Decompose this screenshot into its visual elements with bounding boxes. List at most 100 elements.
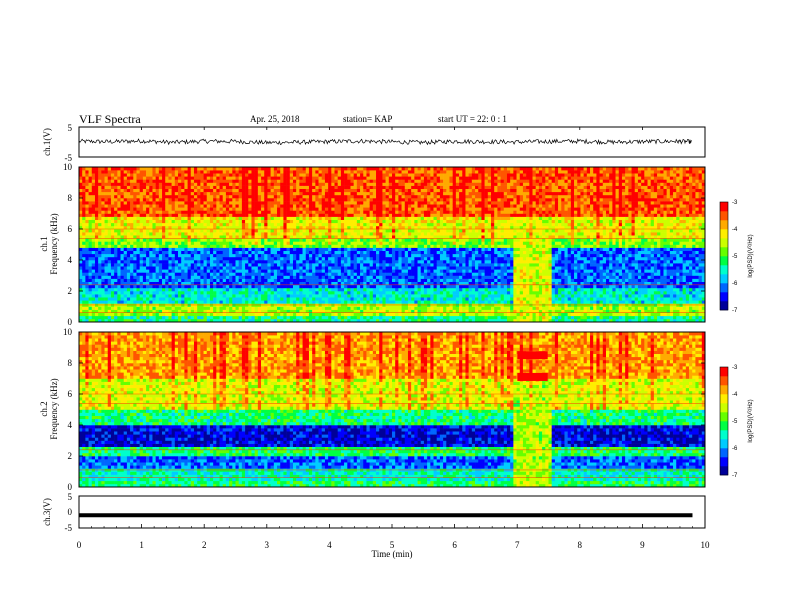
spectrogram-cell — [322, 248, 325, 251]
spectrogram-cell — [181, 263, 184, 266]
spectrogram-cell — [121, 214, 124, 217]
spectrogram-cell — [124, 254, 127, 257]
spectrogram-cell — [245, 300, 248, 303]
spectrogram-cell — [140, 195, 143, 198]
spectrogram-cell — [197, 238, 200, 241]
spectrogram-cell — [239, 170, 242, 173]
spectrogram-cell — [232, 307, 235, 310]
spectrogram-cell — [133, 220, 136, 223]
spectrogram-cell — [335, 269, 338, 272]
spectrogram-cell — [312, 179, 315, 182]
spectrogram-cell — [140, 220, 143, 223]
spectrogram-cell — [133, 276, 136, 279]
spectrogram-cell — [146, 195, 149, 198]
spectrogram-cell — [175, 297, 178, 300]
spectrogram-cell — [181, 229, 184, 232]
spectrogram-cell — [331, 189, 334, 192]
ch1-waveform-ylabel: ch.1(V) — [42, 128, 52, 156]
spectrogram-cell — [290, 248, 293, 251]
spectrogram-cell — [79, 223, 82, 226]
spectrogram-cell — [296, 186, 299, 189]
spectrogram-cell — [277, 307, 280, 310]
spectrogram-cell — [299, 214, 302, 217]
spectrogram-cell — [357, 251, 360, 254]
spectrogram-cell — [98, 291, 101, 294]
spectrogram-cell — [127, 223, 130, 226]
spectrogram-cell — [357, 248, 360, 251]
spectrogram-cell — [363, 192, 366, 195]
spectrogram-cell — [184, 210, 187, 213]
spectrogram-cell — [191, 189, 194, 192]
spectrogram-cell — [172, 229, 175, 232]
spectrogram-cell — [175, 269, 178, 272]
spectrogram-cell — [108, 245, 111, 248]
spectrogram-cell — [232, 238, 235, 241]
spectrogram-cell — [191, 173, 194, 176]
spectrogram-cell — [111, 263, 114, 266]
spectrogram-cell — [328, 217, 331, 220]
spectrogram-cell — [172, 291, 175, 294]
spectrogram-cell — [338, 214, 341, 217]
spectrogram-cell — [152, 214, 155, 217]
spectrogram-cell — [216, 232, 219, 235]
spectrogram-cell — [264, 316, 267, 319]
spectrogram-cell — [331, 192, 334, 195]
spectrogram-cell — [258, 204, 261, 207]
spectrogram-cell — [341, 186, 344, 189]
spectrogram-cell — [251, 294, 254, 297]
spectrogram-cell — [101, 186, 104, 189]
spectrogram-cell — [354, 272, 357, 275]
spectrogram-cell — [264, 266, 267, 269]
spectrogram-cell — [309, 248, 312, 251]
spectrogram-cell — [191, 297, 194, 300]
spectrogram-cell — [255, 173, 258, 176]
spectrogram-cell — [136, 217, 139, 220]
spectrogram-cell — [168, 251, 171, 254]
spectrogram-cell — [255, 266, 258, 269]
spectrogram-cell — [121, 288, 124, 291]
spectrogram-cell — [210, 167, 213, 170]
spectrogram-cell — [162, 201, 165, 204]
spectrogram-cell — [354, 248, 357, 251]
spectrogram-cell — [264, 220, 267, 223]
spectrogram-cell — [108, 307, 111, 310]
spectrogram-cell — [299, 251, 302, 254]
spectrogram-cell — [283, 220, 286, 223]
spectrogram-cell — [165, 254, 168, 257]
spectrogram-cell — [315, 183, 318, 186]
spectrogram-cell — [251, 217, 254, 220]
spectrogram-cell — [98, 217, 101, 220]
spectrogram-cell — [178, 241, 181, 244]
spectrogram-cell — [121, 313, 124, 316]
spectrogram-cell — [108, 260, 111, 263]
spectrogram-cell — [296, 248, 299, 251]
spectrogram-cell — [245, 260, 248, 263]
spectrogram-cell — [111, 176, 114, 179]
spectrogram-cell — [373, 189, 376, 192]
spectrogram-cell — [146, 238, 149, 241]
spectrogram-cell — [82, 300, 85, 303]
spectrogram-cell — [325, 291, 328, 294]
spectrogram-cell — [232, 266, 235, 269]
spectrogram-cell — [264, 254, 267, 257]
spectrogram-cell — [344, 229, 347, 232]
spectrogram-cell — [114, 248, 117, 251]
spectrogram-cell — [175, 217, 178, 220]
spectrogram-cell — [242, 251, 245, 254]
spectrogram-cell — [264, 272, 267, 275]
spectrogram-cell — [152, 201, 155, 204]
spectrogram-cell — [194, 189, 197, 192]
spectrogram-cell — [207, 173, 210, 176]
spectrogram-cell — [220, 170, 223, 173]
spectrogram-cell — [159, 204, 162, 207]
spectrogram-cell — [350, 307, 353, 310]
spectrogram-cell — [89, 279, 92, 282]
spectrogram-cell — [200, 288, 203, 291]
spectrogram-cell — [293, 285, 296, 288]
spectrogram-cell — [335, 294, 338, 297]
spectrogram-cell — [197, 179, 200, 182]
spectrogram-cell — [210, 192, 213, 195]
spectrogram-cell — [341, 176, 344, 179]
spectrogram-cell — [165, 217, 168, 220]
spectrogram-cell — [350, 229, 353, 232]
